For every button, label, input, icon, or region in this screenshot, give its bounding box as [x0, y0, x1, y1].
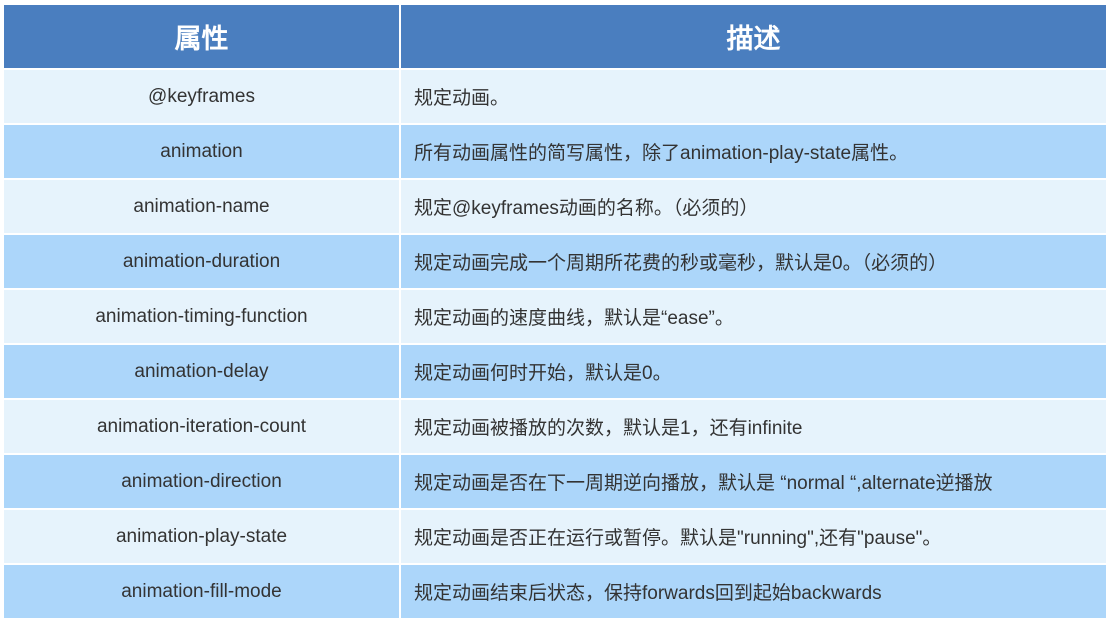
description-cell: 规定动画。 — [399, 68, 1108, 125]
description-cell: 规定@keyframes动画的名称。（必须的） — [399, 178, 1108, 235]
property-cell: animation-name — [2, 178, 401, 235]
table-row: animation-duration 规定动画完成一个周期所花费的秒或毫秒，默认是… — [2, 233, 1108, 290]
header-row: 属性 描述 — [2, 3, 1108, 70]
header-property: 属性 — [2, 3, 401, 70]
description-cell: 规定动画是否正在运行或暂停。默认是"running",还有"pause"。 — [399, 508, 1108, 565]
table-row: animation-delay 规定动画何时开始，默认是0。 — [2, 343, 1108, 400]
description-cell: 规定动画完成一个周期所花费的秒或毫秒，默认是0。（必须的） — [399, 233, 1108, 290]
animation-properties-table: 属性 描述 @keyframes 规定动画。 animation 所有动画属性的简写属… — [2, 3, 1108, 620]
property-cell: animation-fill-mode — [2, 563, 401, 620]
description-cell: 规定动画是否在下一周期逆向播放，默认是 “normal “,alternate逆… — [399, 453, 1108, 510]
property-cell: animation-delay — [2, 343, 401, 400]
table-row: animation-name 规定@keyframes动画的名称。（必须的） — [2, 178, 1108, 235]
header-description: 描述 — [399, 3, 1108, 70]
description-cell: 规定动画结束后状态，保持forwards回到起始backwards — [399, 563, 1108, 620]
table-row: animation-direction 规定动画是否在下一周期逆向播放，默认是 “… — [2, 453, 1108, 510]
table-row: animation-play-state 规定动画是否正在运行或暂停。默认是"ru… — [2, 508, 1108, 565]
property-cell: animation-iteration-count — [2, 398, 401, 455]
description-cell: 所有动画属性的简写属性，除了animation-play-state属性。 — [399, 123, 1108, 180]
description-cell: 规定动画的速度曲线，默认是“ease”。 — [399, 288, 1108, 345]
table-row: animation-iteration-count 规定动画被播放的次数，默认是1… — [2, 398, 1108, 455]
property-cell: animation-timing-function — [2, 288, 401, 345]
description-cell: 规定动画被播放的次数，默认是1，还有infinite — [399, 398, 1108, 455]
description-cell: 规定动画何时开始，默认是0。 — [399, 343, 1108, 400]
table-row: animation-timing-function 规定动画的速度曲线，默认是“e… — [2, 288, 1108, 345]
property-cell: animation-direction — [2, 453, 401, 510]
table-row: @keyframes 规定动画。 — [2, 68, 1108, 125]
property-cell: animation — [2, 123, 401, 180]
property-cell: animation-play-state — [2, 508, 401, 565]
property-cell: animation-duration — [2, 233, 401, 290]
property-cell: @keyframes — [2, 68, 401, 125]
table-row: animation 所有动画属性的简写属性，除了animation-play-st… — [2, 123, 1108, 180]
table-row: animation-fill-mode 规定动画结束后状态，保持forwards回… — [2, 563, 1108, 620]
